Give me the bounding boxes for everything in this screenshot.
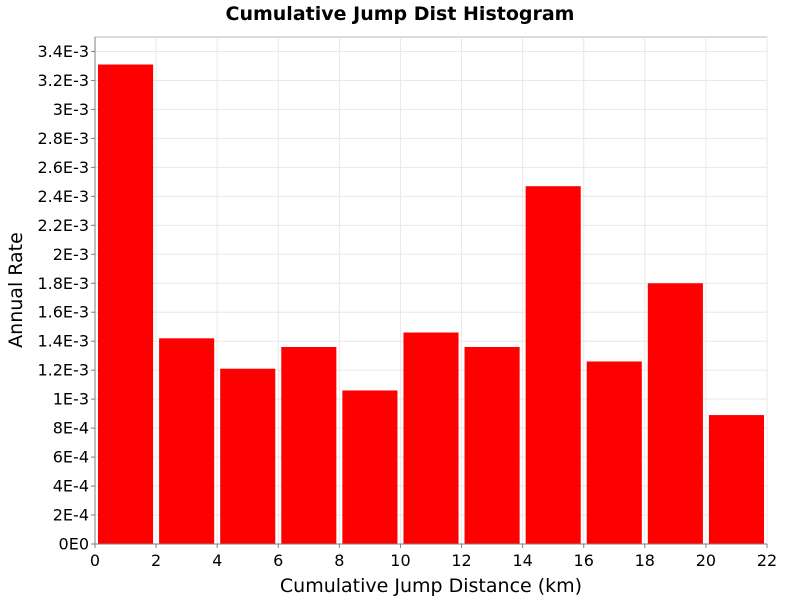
y-tick-label-2: 4E-4: [53, 477, 89, 496]
y-tick-label-16: 3.2E-3: [37, 71, 89, 90]
y-tick-label-5: 1E-3: [53, 390, 89, 409]
histogram-bar-3: [281, 346, 337, 544]
x-tick-label-0: 0: [90, 551, 100, 570]
y-tick-label-6: 1.2E-3: [37, 361, 89, 380]
histogram-bar-4: [342, 390, 398, 544]
y-tick-label-3: 6E-4: [53, 448, 89, 467]
histogram-bar-8: [586, 361, 642, 544]
y-tick-label-15: 3E-3: [53, 100, 89, 119]
x-axis-ticks: 0 2 4 6 8 10 12 14 16 18 20 22: [90, 544, 777, 570]
y-tick-label-8: 1.6E-3: [37, 303, 89, 322]
histogram-bar-6: [464, 346, 520, 544]
y-tick-label-7: 1.4E-3: [37, 332, 89, 351]
x-axis-label: Cumulative Jump Distance (km): [280, 575, 582, 597]
x-tick-label-5: 10: [390, 551, 410, 570]
y-tick-label-12: 2.4E-3: [37, 187, 89, 206]
x-tick-label-2: 4: [212, 551, 222, 570]
x-tick-label-9: 18: [635, 551, 655, 570]
y-axis-ticks: 0E0 2E-4 4E-4 6E-4 8E-4 1E-3 1.2E-3 1.4E-3 1.6E-…: [37, 42, 95, 554]
y-tick-label-10: 2E-3: [53, 245, 89, 264]
x-tick-label-11: 22: [757, 551, 777, 570]
y-axis-label: Annual Rate: [5, 232, 27, 348]
chart-title: Cumulative Jump Dist Histogram: [226, 3, 575, 25]
x-tick-label-8: 16: [574, 551, 594, 570]
x-tick-label-1: 2: [151, 551, 161, 570]
x-tick-label-7: 14: [512, 551, 532, 570]
x-tick-label-4: 8: [334, 551, 344, 570]
y-tick-label-0: 0E0: [59, 535, 89, 554]
histogram-bar-0: [98, 64, 154, 544]
histogram-bar-10: [708, 415, 764, 544]
x-tick-label-6: 12: [451, 551, 471, 570]
bars: [98, 64, 764, 544]
y-tick-label-14: 2.8E-3: [37, 129, 89, 148]
axes: [94, 37, 767, 545]
y-tick-label-4: 8E-4: [53, 419, 89, 438]
x-tick-label-3: 6: [273, 551, 283, 570]
y-tick-label-13: 2.6E-3: [37, 158, 89, 177]
histogram-bar-1: [159, 338, 215, 544]
y-tick-label-11: 2.2E-3: [37, 216, 89, 235]
y-tick-label-9: 1.8E-3: [37, 274, 89, 293]
histogram-bar-2: [220, 368, 276, 544]
y-tick-label-17: 3.4E-3: [37, 42, 89, 61]
histogram-bar-7: [525, 186, 581, 544]
x-tick-label-10: 20: [696, 551, 716, 570]
y-tick-label-1: 2E-4: [53, 506, 89, 525]
histogram-bar-5: [403, 332, 459, 544]
histogram-bar-9: [647, 283, 703, 544]
